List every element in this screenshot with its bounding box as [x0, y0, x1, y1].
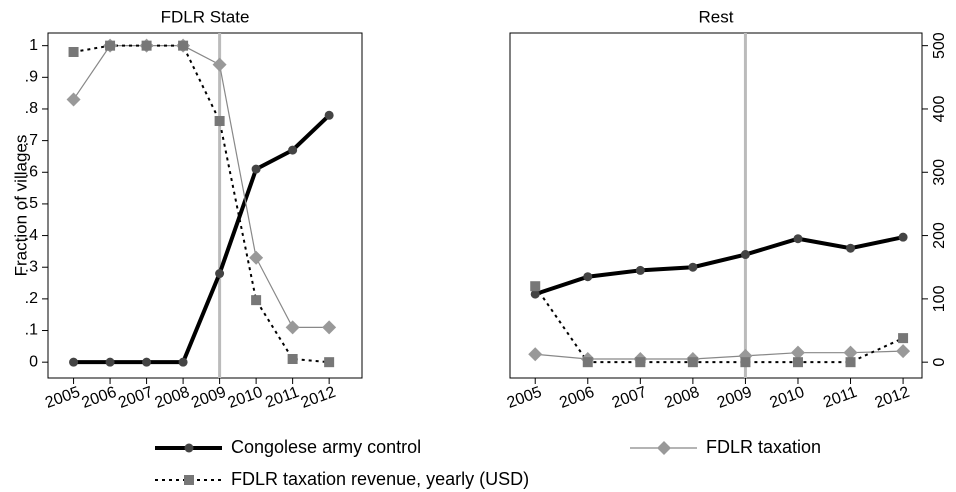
- y2-tick-label: 300: [931, 159, 948, 186]
- plot-frame: [47, 32, 363, 379]
- data-point: [843, 345, 858, 360]
- y2-tick-label: 400: [931, 96, 948, 123]
- y-axis-label: Fraction of villages: [11, 135, 30, 277]
- legend-label: FDLR taxation: [706, 437, 821, 457]
- data-point: [896, 344, 911, 359]
- data-point: [898, 232, 908, 242]
- y-tick-label: .8: [25, 100, 38, 117]
- legend-label: Congolese army control: [231, 437, 421, 457]
- x-tick-label: 2007: [610, 384, 649, 412]
- data-point: [635, 357, 646, 368]
- panel-title: Rest: [699, 7, 734, 26]
- x-tick-label: 2006: [80, 384, 119, 412]
- data-point: [324, 110, 334, 120]
- data-point: [105, 357, 115, 367]
- x-tick-label: 2005: [505, 384, 544, 412]
- data-point: [583, 272, 593, 282]
- legend-label: FDLR taxation revenue, yearly (USD): [231, 469, 529, 489]
- x-tick-label: 2010: [768, 384, 807, 412]
- x-tick-label: 2005: [43, 384, 82, 412]
- legend-marker: [184, 443, 194, 453]
- data-point: [790, 345, 805, 360]
- x-tick-label: 2006: [557, 384, 596, 412]
- data-point: [251, 295, 262, 306]
- series-line: [535, 350, 904, 360]
- series-line: [73, 113, 331, 365]
- y-tick-label: 0: [29, 353, 38, 370]
- x-tick-label: 2008: [662, 384, 701, 412]
- data-point: [178, 40, 189, 51]
- series-line: [534, 235, 904, 297]
- y-tick-label: .2: [25, 290, 38, 307]
- y-tick-label: .7: [25, 132, 38, 149]
- data-point: [212, 57, 227, 72]
- data-point: [178, 357, 188, 367]
- data-point: [322, 320, 337, 335]
- data-point: [793, 234, 803, 244]
- data-point: [582, 357, 593, 368]
- data-point: [898, 333, 909, 344]
- y-tick-label: .1: [25, 322, 38, 339]
- y2-tick-label: 0: [931, 358, 948, 367]
- data-point: [287, 354, 298, 365]
- y2-tick-label: 100: [931, 285, 948, 312]
- x-tick-label: 2009: [189, 384, 228, 412]
- data-point: [846, 243, 856, 253]
- data-point: [141, 40, 152, 51]
- y-tick-label: .6: [25, 163, 38, 180]
- y2-tick-label: 500: [931, 32, 948, 59]
- data-point: [740, 250, 750, 260]
- data-point: [105, 40, 116, 51]
- y-tick-label: .4: [25, 227, 38, 244]
- data-point: [528, 347, 543, 362]
- panel-title: FDLR State: [161, 7, 250, 26]
- y-tick-label: .9: [25, 69, 38, 86]
- y-tick-label: .3: [25, 258, 38, 275]
- legend-marker: [184, 475, 194, 485]
- data-point: [288, 145, 298, 155]
- data-point: [324, 357, 335, 368]
- data-point: [530, 289, 540, 299]
- data-point: [251, 164, 261, 174]
- legend-marker: [657, 441, 671, 455]
- data-point: [214, 115, 225, 126]
- data-point: [69, 357, 79, 367]
- data-point: [740, 357, 751, 368]
- data-point: [285, 320, 300, 335]
- x-tick-label: 2008: [153, 384, 192, 412]
- y-tick-label: .5: [25, 195, 38, 212]
- data-point: [635, 265, 645, 275]
- data-point: [215, 269, 225, 279]
- x-tick-label: 2012: [873, 384, 912, 412]
- data-point: [142, 357, 152, 367]
- x-tick-label: 2010: [226, 384, 265, 412]
- x-tick-label: 2011: [821, 384, 859, 412]
- data-point: [68, 46, 79, 57]
- data-point: [249, 250, 264, 265]
- plot-frame: [509, 32, 923, 379]
- data-point: [530, 281, 541, 292]
- x-tick-label: 2012: [299, 384, 338, 412]
- y-tick-label: 1: [29, 37, 38, 54]
- x-tick-label: 2009: [715, 384, 754, 412]
- data-point: [792, 357, 803, 368]
- data-point: [687, 357, 698, 368]
- data-point: [845, 357, 856, 368]
- data-point: [688, 262, 698, 272]
- x-tick-label: 2007: [116, 384, 155, 412]
- x-tick-label: 2011: [263, 384, 301, 412]
- series-line: [73, 45, 330, 328]
- y2-tick-label: 200: [931, 222, 948, 249]
- data-point: [66, 92, 81, 107]
